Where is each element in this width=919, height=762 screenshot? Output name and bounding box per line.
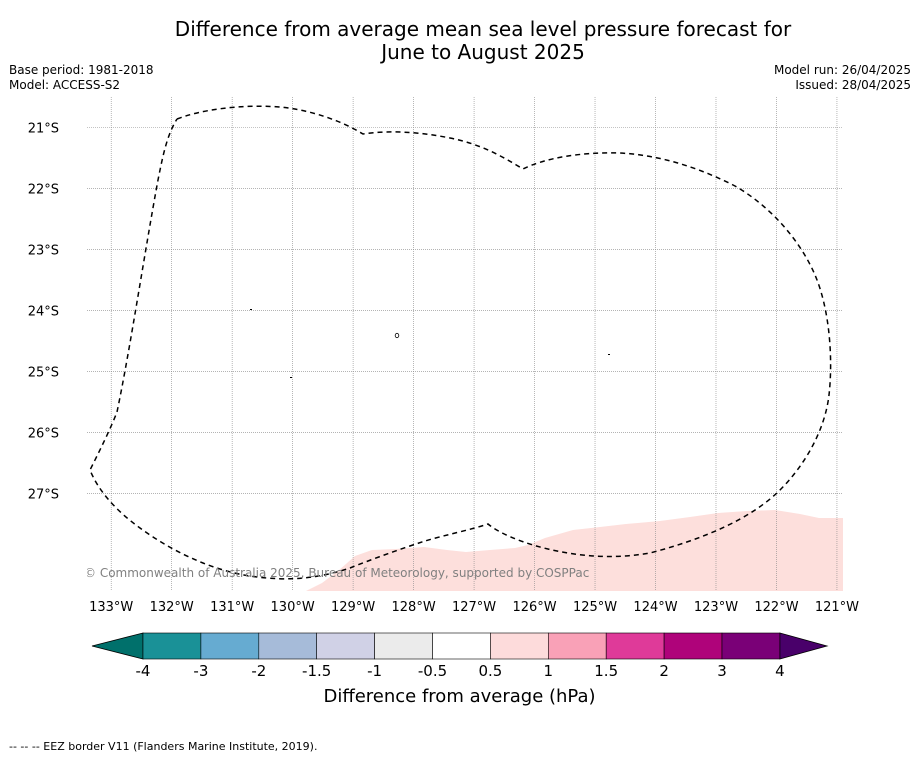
colorbar-tick-label: -2 bbox=[251, 662, 266, 680]
colorbar-segment bbox=[490, 632, 549, 660]
colorbar-segment bbox=[432, 632, 491, 660]
model-run-label: Model run: 26/04/2025 bbox=[773, 63, 911, 77]
colorbar-extend-high bbox=[779, 632, 829, 660]
positive-anomaly-region bbox=[306, 510, 843, 591]
latitude-label: 23°S bbox=[28, 243, 59, 258]
colorbar-title: Difference from average (hPa) bbox=[323, 686, 596, 707]
island-speck bbox=[250, 309, 252, 310]
longitude-label: 122°W bbox=[754, 600, 798, 615]
latitude-label: 21°S bbox=[28, 121, 59, 136]
map-title: Difference from average mean sea level p… bbox=[0, 18, 919, 64]
colorbar-segment bbox=[605, 632, 665, 660]
longitude-label: 128°W bbox=[392, 600, 436, 615]
longitude-label: 121°W bbox=[815, 600, 859, 615]
colorbar-segment bbox=[721, 632, 781, 660]
longitude-label: 127°W bbox=[452, 600, 496, 615]
colorbar-extend-low bbox=[91, 632, 144, 660]
latitude-label: 27°S bbox=[28, 487, 59, 502]
longitude-label: 123°W bbox=[694, 600, 738, 615]
copyright-notice: © Commonwealth of Australia 2025, Bureau… bbox=[84, 566, 589, 580]
colorbar-tick-label: 3 bbox=[717, 662, 727, 680]
colorbar-segment bbox=[200, 632, 260, 660]
colorbar-segment bbox=[547, 632, 607, 660]
longitude-label: 132°W bbox=[150, 600, 194, 615]
eez-footnote: -- -- -- EEZ border V11 (Flanders Marine… bbox=[9, 740, 318, 753]
colorbar-tick-label: -4 bbox=[136, 662, 151, 680]
longitude-label: 130°W bbox=[271, 600, 315, 615]
colorbar: -4 -3 -2 -1.5 -1 -0.5 0.5 1 1.5 2 3 4 bbox=[91, 632, 829, 680]
title-line-2: June to August 2025 bbox=[381, 40, 585, 64]
colorbar-tick-label: 1.5 bbox=[594, 662, 618, 680]
map-area: © Commonwealth of Australia 2025, Bureau… bbox=[84, 97, 843, 591]
colorbar-segment bbox=[258, 632, 317, 660]
base-period-label: Base period: 1981-2018 bbox=[9, 63, 154, 77]
colorbar-segment bbox=[374, 632, 433, 660]
longitude-label: 131°W bbox=[210, 600, 254, 615]
longitude-label: 124°W bbox=[633, 600, 677, 615]
island-speck bbox=[290, 377, 292, 378]
graticule bbox=[87, 97, 843, 591]
colorbar-tick-label: 1 bbox=[544, 662, 554, 680]
colorbar-tick-label: -0.5 bbox=[418, 662, 447, 680]
issued-label: Issued: 28/04/2025 bbox=[795, 78, 911, 92]
colorbar-segment bbox=[316, 632, 375, 660]
eez-border-line bbox=[89, 105, 832, 580]
longitude-labels: 133°W 132°W 131°W 130°W 129°W 128°W 127°W 126°W… bbox=[89, 600, 859, 615]
longitude-label: 126°W bbox=[512, 600, 556, 615]
colorbar-tick-label: 4 bbox=[775, 662, 785, 680]
island-markers bbox=[250, 309, 610, 378]
model-run-info: Model run: 26/04/2025 Issued: 28/04/2025 bbox=[774, 63, 911, 93]
latitude-labels: 21°S 22°S 23°S 24°S 25°S 26°S 27°S bbox=[28, 121, 59, 502]
latitude-label: 24°S bbox=[28, 304, 59, 319]
longitude-label: 129°W bbox=[331, 600, 375, 615]
title-line-1: Difference from average mean sea level p… bbox=[174, 17, 792, 41]
colorbar-tick-label: -1 bbox=[367, 662, 382, 680]
colorbar-segment bbox=[142, 632, 202, 660]
island-speck bbox=[608, 354, 610, 355]
colorbar-tick-label: 2 bbox=[659, 662, 669, 680]
base-period-info: Base period: 1981-2018 Model: ACCESS-S2 bbox=[9, 63, 154, 93]
latitude-label: 26°S bbox=[28, 426, 59, 441]
colorbar-tick-label: 0.5 bbox=[478, 662, 502, 680]
latitude-label: 22°S bbox=[28, 182, 59, 197]
longitude-label: 133°W bbox=[89, 600, 133, 615]
colorbar-tick-label: -1.5 bbox=[302, 662, 331, 680]
latitude-label: 25°S bbox=[28, 365, 59, 380]
model-label: Model: ACCESS-S2 bbox=[9, 78, 121, 92]
longitude-label: 125°W bbox=[573, 600, 617, 615]
colorbar-segment bbox=[663, 632, 723, 660]
island-outline bbox=[394, 332, 400, 339]
colorbar-tick-label: -3 bbox=[193, 662, 208, 680]
